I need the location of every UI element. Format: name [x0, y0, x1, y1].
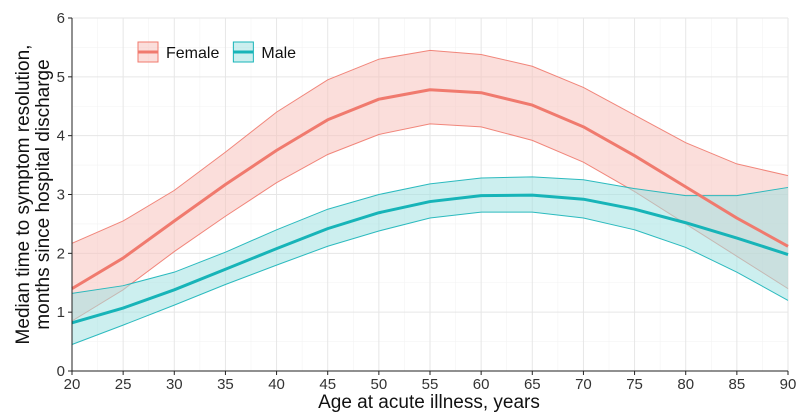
x-tick-label: 25: [115, 376, 132, 393]
legend: Female Male: [137, 41, 296, 63]
x-tick-label: 65: [524, 376, 541, 393]
series-lines: [71, 88, 789, 325]
x-tick-label: 85: [729, 376, 746, 393]
legend-label: Male: [261, 45, 296, 62]
y-tick-label: 6: [57, 10, 65, 27]
x-tick-label: 80: [677, 376, 694, 393]
x-tick-label: 75: [626, 376, 643, 393]
x-tick-label: 40: [268, 376, 285, 393]
y-tick-label: 2: [57, 245, 65, 262]
x-tick-label: 55: [422, 376, 439, 393]
y-tick-label: 0: [57, 363, 65, 380]
y-tick-label: 3: [57, 187, 65, 204]
x-axis-title: Age at acute illness, years: [318, 392, 540, 413]
female-upper-bound: [71, 49, 789, 244]
y-tick-label: 4: [57, 128, 65, 145]
male-median-line: [71, 193, 789, 325]
legend-item-male: Male: [232, 41, 296, 63]
x-tick-label: 20: [64, 376, 81, 393]
y-axis-title-line: Median time to symptom resolution,: [13, 45, 34, 345]
y-tick-label: 5: [57, 69, 65, 86]
male-lower-bound: [71, 211, 789, 345]
x-tick-label: 50: [371, 376, 388, 393]
x-tick-label: 30: [166, 376, 183, 393]
female-confidence-band: [72, 50, 788, 321]
legend-item-female: Female: [137, 41, 219, 63]
x-tick-label: 45: [319, 376, 336, 393]
x-tick-label: 60: [473, 376, 490, 393]
female-median-line: [71, 88, 789, 290]
x-tick-label: 70: [575, 376, 592, 393]
x-tick-label: 35: [217, 376, 234, 393]
legend-label: Female: [166, 45, 219, 62]
confidence-bands: [71, 49, 789, 345]
y-tick-label: 1: [57, 304, 65, 321]
y-axis-title-line: months since hospital discharge: [33, 59, 54, 329]
x-tick-label: 90: [780, 376, 797, 393]
male-upper-bound: [71, 176, 789, 294]
y-axis-title: Median time to symptom resolution,months…: [13, 45, 54, 345]
male-confidence-band: [72, 176, 788, 345]
